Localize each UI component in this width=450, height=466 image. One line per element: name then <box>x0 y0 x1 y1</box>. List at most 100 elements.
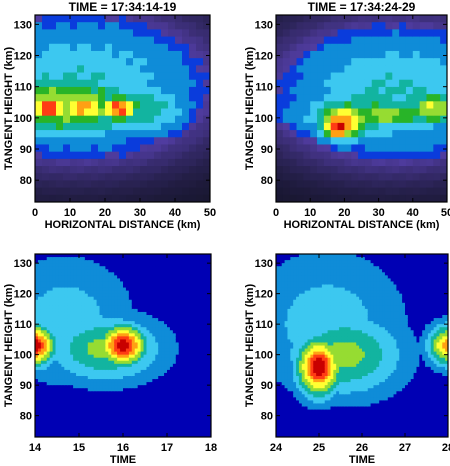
grid-cell <box>140 254 145 258</box>
grid-cell <box>96 324 101 328</box>
grid-cell <box>79 287 83 292</box>
grid-cell <box>426 158 434 167</box>
grid-cell <box>276 158 284 167</box>
grid-cell <box>102 278 106 283</box>
grid-cell <box>52 409 57 414</box>
grid-cell <box>296 15 304 23</box>
grid-cell <box>175 391 180 395</box>
grid-cell <box>81 409 86 414</box>
grid-cell <box>111 348 115 353</box>
grid-cell <box>55 409 60 414</box>
grid-cell <box>134 357 139 362</box>
grid-cell <box>126 29 134 38</box>
grid-cell <box>55 281 60 286</box>
grid-cell <box>178 315 183 319</box>
grid-cell <box>128 421 133 426</box>
grid-cell <box>93 348 98 353</box>
grid-cell <box>131 342 136 347</box>
grid-cell <box>149 348 153 353</box>
grid-cell <box>87 366 92 371</box>
grid-cell <box>134 287 139 292</box>
grid-cell <box>93 372 98 377</box>
grid-cell <box>111 400 115 405</box>
grid-cell <box>49 394 54 398</box>
grid-cell <box>289 22 298 30</box>
grid-cell <box>161 360 165 365</box>
grid-cell <box>330 50 339 59</box>
grid-cell <box>351 122 359 131</box>
grid-cell <box>161 296 165 301</box>
grid-cell <box>52 275 57 279</box>
grid-cell <box>152 266 156 270</box>
grid-cell <box>40 385 45 389</box>
grid-cell <box>158 296 162 301</box>
grid-cell <box>154 108 162 117</box>
grid-cell <box>196 29 204 38</box>
grid-cell <box>276 58 284 66</box>
grid-cell <box>169 415 174 420</box>
grid-cell <box>196 388 200 392</box>
grid-cell <box>114 339 118 344</box>
grid-cell <box>203 50 210 59</box>
grid-cell <box>99 275 104 279</box>
grid-cell <box>40 427 45 432</box>
grid-cell <box>193 391 197 395</box>
grid-cell <box>168 187 176 196</box>
grid-cell <box>426 86 434 95</box>
grid-cell <box>119 65 127 74</box>
grid-cell <box>161 15 169 23</box>
grid-cell <box>276 115 284 124</box>
grid-cell <box>351 50 359 59</box>
grid-cell <box>131 360 136 365</box>
grid-cell <box>175 151 183 160</box>
grid-cell <box>337 130 345 138</box>
grid-cell <box>182 72 190 81</box>
grid-cell <box>152 305 156 310</box>
grid-cell <box>96 260 101 264</box>
grid-cell <box>63 180 71 189</box>
grid-cell <box>120 260 124 264</box>
grid-cell <box>35 130 43 138</box>
grid-cell <box>64 345 68 350</box>
grid-cell <box>168 29 176 38</box>
grid-cell <box>67 269 71 273</box>
grid-cell <box>117 385 121 389</box>
grid-cell <box>37 299 42 304</box>
grid-cell <box>108 354 112 359</box>
grid-cell <box>96 354 101 359</box>
grid-cell <box>143 430 148 435</box>
grid-cell <box>364 72 373 81</box>
grid-cell <box>190 348 194 353</box>
grid-cell <box>93 345 98 350</box>
grid-cell <box>196 391 200 395</box>
grid-cell <box>61 415 65 420</box>
grid-cell <box>61 296 65 301</box>
grid-cell <box>152 293 156 298</box>
grid-cell <box>164 281 168 286</box>
grid-cell <box>187 403 192 408</box>
grid-cell <box>149 308 153 313</box>
grid-cell <box>73 427 77 432</box>
grid-cell <box>412 58 421 66</box>
grid-cell <box>140 421 145 426</box>
grid-cell <box>184 424 189 429</box>
grid-cell <box>77 86 85 95</box>
grid-cell <box>63 79 71 88</box>
grid-cell <box>93 406 98 411</box>
grid-cell <box>76 327 80 331</box>
grid-cell <box>143 327 148 331</box>
grid-cell <box>168 108 176 117</box>
grid-cell <box>43 339 48 344</box>
grid-cell <box>146 363 150 368</box>
grid-cell <box>108 333 112 337</box>
grid-cell <box>102 257 106 261</box>
grid-cell <box>43 263 48 267</box>
grid-cell <box>184 330 189 334</box>
grid-cell <box>193 366 197 371</box>
grid-cell <box>289 15 298 23</box>
grid-cell <box>70 299 74 304</box>
grid-cell <box>98 122 106 131</box>
grid-cell <box>37 293 42 298</box>
grid-cell <box>149 424 153 429</box>
grid-cell <box>133 137 141 146</box>
